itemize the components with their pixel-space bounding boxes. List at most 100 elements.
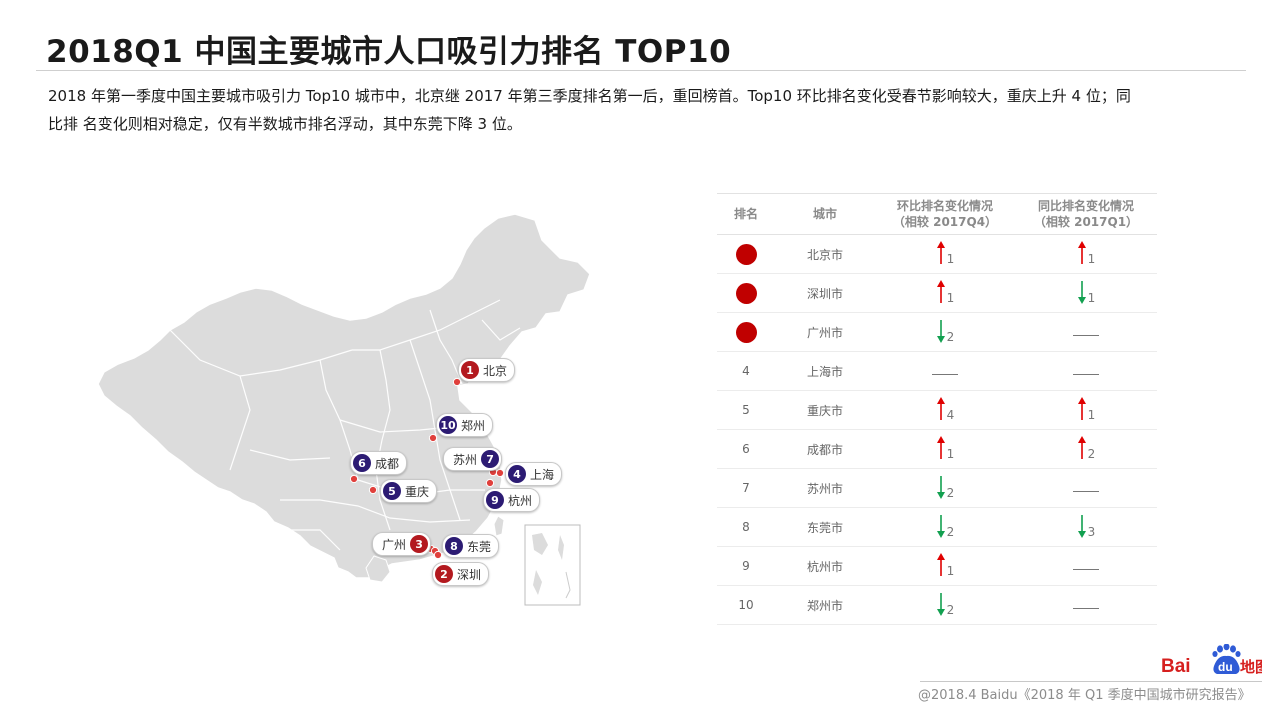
pin-rank-badge: 1 [461,361,479,379]
no-change-dash [1073,491,1099,492]
pin-city-name: 苏州 [453,452,478,467]
city-cell: 杭州市 [806,559,843,574]
pin-city-name: 东莞 [467,539,492,554]
city-cell: 重庆市 [806,403,843,418]
no-change-dash [1073,608,1099,609]
rank-cell: 9 [742,559,750,573]
pin-city-name: 上海 [530,467,555,482]
pin-hangzhou[interactable]: 9 杭州 [483,488,541,512]
header-yoy: 同比排名变化情况 （相较 2017Q1） [1015,198,1157,230]
top-rank-badge-icon [735,321,757,343]
city-cell: 苏州市 [806,481,843,496]
pin-rank-badge: 3 [410,535,429,553]
city-cell: 上海市 [806,364,843,379]
arrow-up-icon [936,396,945,420]
qoq-change-cell: 2 [875,475,1015,502]
baidu-logo-mark: Bai du 地图 [1161,643,1270,677]
arrow-up-icon [1077,240,1086,264]
header-rank: 排名 [733,207,758,221]
city-cell: 成都市 [806,442,843,457]
qoq-change-cell: 1 [875,279,1015,307]
table-header: 排名 城市 环比排名变化情况 （相较 2017Q4） 同比排名变化情况 （相较 … [717,193,1157,235]
pin-rank-badge: 4 [508,465,526,483]
header-city: 城市 [812,207,837,221]
change-value: 1 [1087,251,1096,266]
header-qoq: 环比排名变化情况 （相较 2017Q4） [875,198,1015,230]
qoq-change-cell: 1 [875,552,1015,580]
table-row: 9 杭州市 1 [717,547,1157,586]
qoq-change-cell: 1 [875,240,1015,268]
arrow-up-icon [1077,435,1086,459]
pin-city-name: 郑州 [461,418,486,433]
arrow-down-icon [936,514,945,538]
city-cell: 东莞市 [806,520,843,535]
zhengzhou-dot [428,433,438,443]
arrow-down-icon [936,475,945,499]
rank-cell: 8 [742,520,750,534]
baidu-map-logo: Bai du 地图 [1160,643,1270,680]
pin-shenzhen[interactable]: 2 深圳 [432,562,490,586]
arrow-up-icon [1077,396,1086,420]
logo-word-bai: Bai [1161,656,1191,677]
city-cell: 北京市 [806,247,843,262]
arrow-down-icon [936,319,945,343]
city-cell: 郑州市 [806,598,843,613]
qoq-change-cell: 2 [875,319,1015,346]
change-value: 2 [946,329,955,344]
summary-line-2: 比排 名变化则相对稳定，仅有半数城市排名浮动，其中东莞下降 3 位。 [48,115,522,133]
qoq-change-cell [875,364,1015,378]
top-rank-badge-icon [735,243,757,265]
rank-cell: 7 [742,481,750,495]
pin-chengdu[interactable]: 6 成都 [350,451,408,475]
pin-dongguan[interactable]: 8 东莞 [442,534,500,558]
table-row: 10 郑州市 2 [717,586,1157,625]
pin-rank-badge: 6 [353,454,371,472]
pin-guangzhou[interactable]: 广州 3 [372,532,432,556]
rank-cell [717,243,775,265]
yoy-change-cell [1015,559,1157,573]
arrow-down-icon [936,592,945,616]
paw-icon [1212,643,1241,674]
qoq-change-cell: 2 [875,592,1015,619]
pin-suzhou[interactable]: 苏州 7 [443,447,503,471]
pin-city-name: 北京 [483,363,508,378]
arrow-down-icon [1077,280,1086,304]
pin-shanghai[interactable]: 4 上海 [505,462,563,486]
summary-line-1: 2018 年第一季度中国主要城市吸引力 Top10 城市中，北京继 2017 年… [48,87,1131,105]
pin-beijing[interactable]: 1 北京 [458,358,516,382]
table-row: 7 苏州市 2 [717,469,1157,508]
yoy-change-cell: 1 [1015,280,1157,307]
pin-city-name: 重庆 [405,484,430,499]
city-cell: 深圳市 [806,286,843,301]
pin-city-name: 深圳 [457,567,482,582]
rank-cell [717,321,775,343]
table-body: 北京市 1 1 深圳市 1 1 广州市 2 4 上海市 5 重庆市 4 1 6 成都市 1 2 7 苏州市 2 8 东莞市 2… [717,235,1157,625]
change-value: 1 [946,251,955,266]
beijing-dot [452,377,462,387]
yoy-change-cell: 1 [1015,240,1157,268]
ranking-table: 排名 城市 环比排名变化情况 （相较 2017Q4） 同比排名变化情况 （相较 … [717,193,1157,625]
change-value: 2 [946,524,955,539]
pin-city-name: 杭州 [508,493,533,508]
rank-cell [717,282,775,304]
rank-cell: 6 [742,442,750,456]
footer-source: @2018.4 Baidu《2018 年 Q1 季度中国城市研究报告》 [918,688,1251,703]
change-value: 4 [946,407,955,422]
pin-zhengzhou[interactable]: 10 郑州 [436,413,494,437]
header-yoy-title: 同比排名变化情况 [1037,199,1134,213]
pin-rank-badge: 5 [383,482,401,500]
footer-divider [920,681,1262,682]
pin-rank-badge: 2 [435,565,453,583]
rank-cell: 4 [742,364,750,378]
change-value: 1 [1087,290,1096,305]
hangzhou-dot [485,478,495,488]
pin-rank-badge: 8 [445,537,463,555]
header-qoq-subtitle: （相较 2017Q4） [892,215,998,229]
arrow-up-icon [936,240,945,264]
pin-chongqing[interactable]: 5 重庆 [380,479,438,503]
header-yoy-subtitle: （相较 2017Q1） [1033,215,1139,229]
table-row: 6 成都市 1 2 [717,430,1157,469]
logo-word-du: du [1218,660,1233,674]
change-value: 1 [946,446,955,461]
title-divider [36,70,1246,71]
